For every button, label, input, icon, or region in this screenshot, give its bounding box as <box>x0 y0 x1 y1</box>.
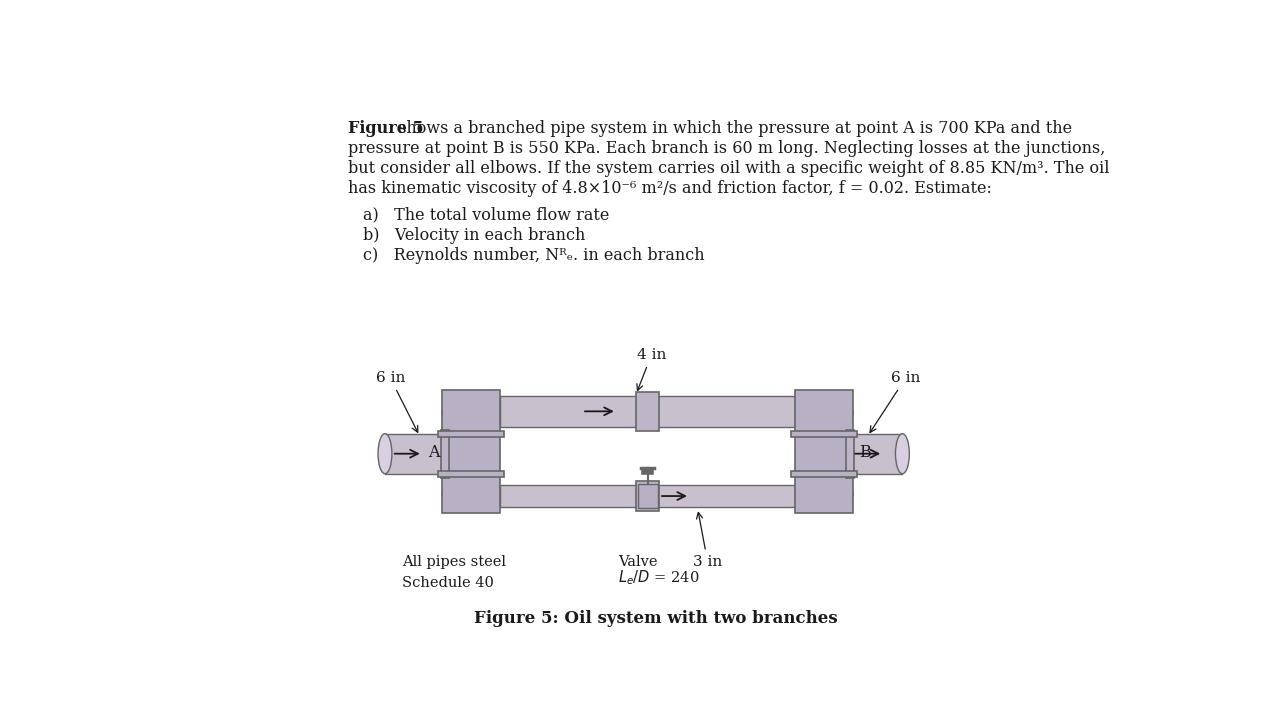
Text: 3 in: 3 in <box>692 513 722 569</box>
Text: Figure 5: Figure 5 <box>348 120 424 138</box>
Polygon shape <box>824 411 854 441</box>
Text: b)   Velocity in each branch: b) Velocity in each branch <box>364 227 586 243</box>
Polygon shape <box>442 411 471 441</box>
Polygon shape <box>797 427 850 485</box>
Ellipse shape <box>896 433 909 474</box>
Polygon shape <box>442 430 449 477</box>
Text: but consider all elbows. If the system carries oil with a specific weight of 8.8: but consider all elbows. If the system c… <box>348 161 1110 177</box>
Polygon shape <box>438 471 504 477</box>
Text: 6 in: 6 in <box>376 372 417 432</box>
Text: A: A <box>428 444 439 461</box>
Polygon shape <box>846 430 854 477</box>
Polygon shape <box>500 485 640 507</box>
Polygon shape <box>385 433 442 474</box>
Polygon shape <box>791 431 858 437</box>
Text: $L_e/D$ = 240: $L_e/D$ = 240 <box>618 568 700 587</box>
Text: 4 in: 4 in <box>636 348 666 390</box>
Polygon shape <box>442 467 471 496</box>
Polygon shape <box>824 467 854 496</box>
Text: B: B <box>859 444 870 461</box>
Text: c)   Reynolds number, Nᴿₑ. in each branch: c) Reynolds number, Nᴿₑ. in each branch <box>364 246 705 264</box>
Text: Figure 5: Oil system with two branches: Figure 5: Oil system with two branches <box>474 610 838 627</box>
Polygon shape <box>445 427 498 485</box>
Polygon shape <box>442 390 500 513</box>
Polygon shape <box>655 485 795 507</box>
Polygon shape <box>438 431 504 437</box>
Polygon shape <box>636 482 659 510</box>
Text: All pipes steel
Schedule 40: All pipes steel Schedule 40 <box>402 554 506 590</box>
Text: has kinematic viscosity of 4.8×10⁻⁶ m²/s and friction factor, f = 0.02. Estimate: has kinematic viscosity of 4.8×10⁻⁶ m²/s… <box>348 180 992 197</box>
Text: pressure at point B is 550 KPa. Each branch is 60 m long. Neglecting losses at t: pressure at point B is 550 KPa. Each bra… <box>348 140 1106 157</box>
Text: shows a branched pipe system in which the pressure at point A is 700 KPa and the: shows a branched pipe system in which th… <box>393 120 1071 138</box>
Polygon shape <box>655 396 795 427</box>
Polygon shape <box>500 396 640 427</box>
Polygon shape <box>795 390 854 513</box>
Text: a)   The total volume flow rate: a) The total volume flow rate <box>364 207 609 223</box>
Ellipse shape <box>378 433 392 474</box>
Polygon shape <box>854 433 902 474</box>
Polygon shape <box>791 471 858 477</box>
Polygon shape <box>636 392 659 431</box>
Text: 6 in: 6 in <box>870 372 920 433</box>
Polygon shape <box>637 484 658 508</box>
Text: Valve: Valve <box>618 554 658 569</box>
